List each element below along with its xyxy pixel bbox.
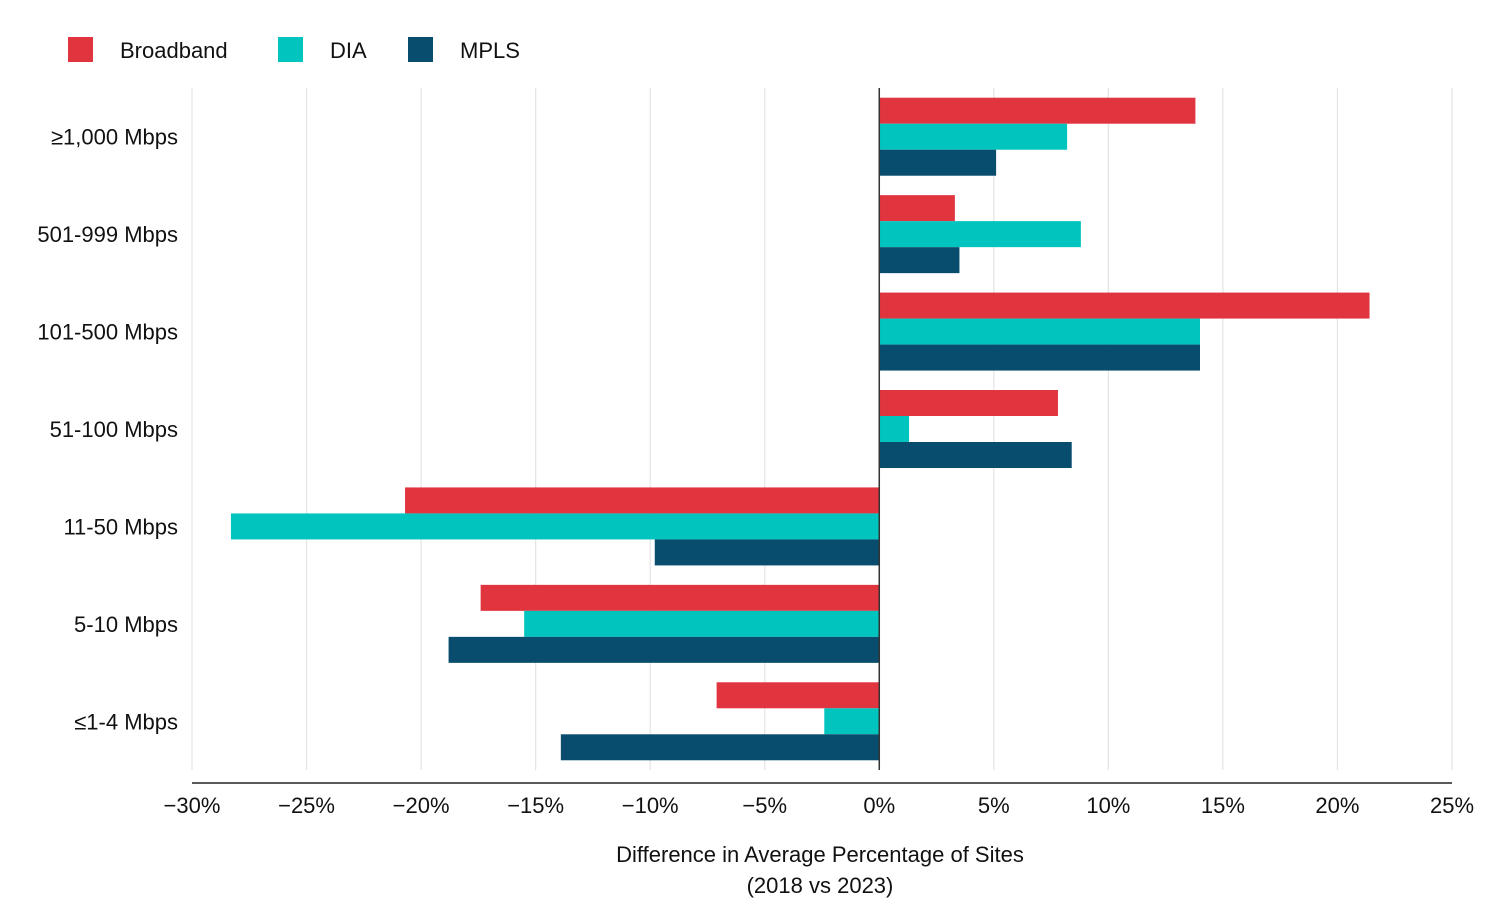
- category-label: 101-500 Mbps: [37, 320, 178, 345]
- legend-swatch-dia: [278, 37, 303, 62]
- bar-mpls-4: [879, 442, 1072, 468]
- bar-broadband-3: [879, 292, 1370, 319]
- category-label: 5-10 Mbps: [74, 612, 178, 637]
- x-tick-label: −30%: [164, 793, 221, 818]
- category-label: ≥1,000 Mbps: [51, 125, 178, 150]
- bar-broadband-4: [879, 390, 1058, 416]
- x-tick-label: −10%: [622, 793, 679, 818]
- x-axis-title-line2: (2018 vs 2023): [747, 873, 894, 898]
- legend-label-broadband: Broadband: [120, 38, 228, 63]
- category-label: ≤1-4 Mbps: [74, 709, 178, 734]
- bar-mpls-7: [560, 734, 880, 761]
- bar-dia-4: [879, 416, 910, 442]
- bar-dia-3: [879, 318, 1200, 345]
- x-tick-label: 0%: [863, 793, 895, 818]
- legend-label-dia: DIA: [330, 38, 367, 63]
- bar-mpls-3: [879, 344, 1200, 371]
- bar-mpls-5: [654, 539, 880, 566]
- x-axis-title-line1: Difference in Average Percentage of Site…: [616, 842, 1024, 867]
- x-tick-label: 15%: [1201, 793, 1245, 818]
- legend-swatch-mpls: [408, 37, 433, 62]
- x-tick-label: −25%: [278, 793, 335, 818]
- x-axis-ticks: −30% −25% −20% −15% −10% −5% 0% 5% 10% 15% 20% 25%: [164, 793, 1474, 818]
- category-label: 501-999 Mbps: [37, 222, 178, 247]
- bar-dia-6: [524, 610, 880, 637]
- category-label: 51-100 Mbps: [50, 417, 178, 442]
- bar-dia-1: [879, 123, 1068, 150]
- bar-broadband-1: [879, 97, 1196, 124]
- bar-mpls-1: [879, 149, 997, 176]
- bar-dia-2: [879, 221, 1081, 248]
- x-tick-label: 5%: [978, 793, 1010, 818]
- bars: [230, 97, 1370, 761]
- bar-mpls-6: [448, 636, 880, 663]
- bar-dia-7: [824, 708, 880, 735]
- legend-swatch-broadband: [68, 37, 93, 62]
- x-tick-label: 25%: [1430, 793, 1474, 818]
- bar-broadband-7: [716, 682, 880, 709]
- legend: Broadband DIA MPLS: [68, 37, 520, 63]
- bar-broadband-2: [879, 195, 955, 222]
- x-tick-label: −15%: [507, 793, 564, 818]
- category-label: 11-50 Mbps: [63, 514, 178, 539]
- legend-label-mpls: MPLS: [460, 38, 520, 63]
- bar-mpls-2: [879, 247, 960, 274]
- x-tick-label: 10%: [1086, 793, 1130, 818]
- y-axis-category-labels: ≥1,000 Mbps 501-999 Mbps 101-500 Mbps 51-10…: [37, 125, 178, 735]
- gridlines: [191, 88, 1453, 770]
- x-tick-label: −5%: [742, 793, 787, 818]
- bar-broadband-5: [405, 487, 880, 514]
- bar-broadband-6: [480, 584, 880, 611]
- x-tick-label: −20%: [393, 793, 450, 818]
- bar-dia-5: [230, 513, 880, 540]
- x-tick-label: 20%: [1315, 793, 1359, 818]
